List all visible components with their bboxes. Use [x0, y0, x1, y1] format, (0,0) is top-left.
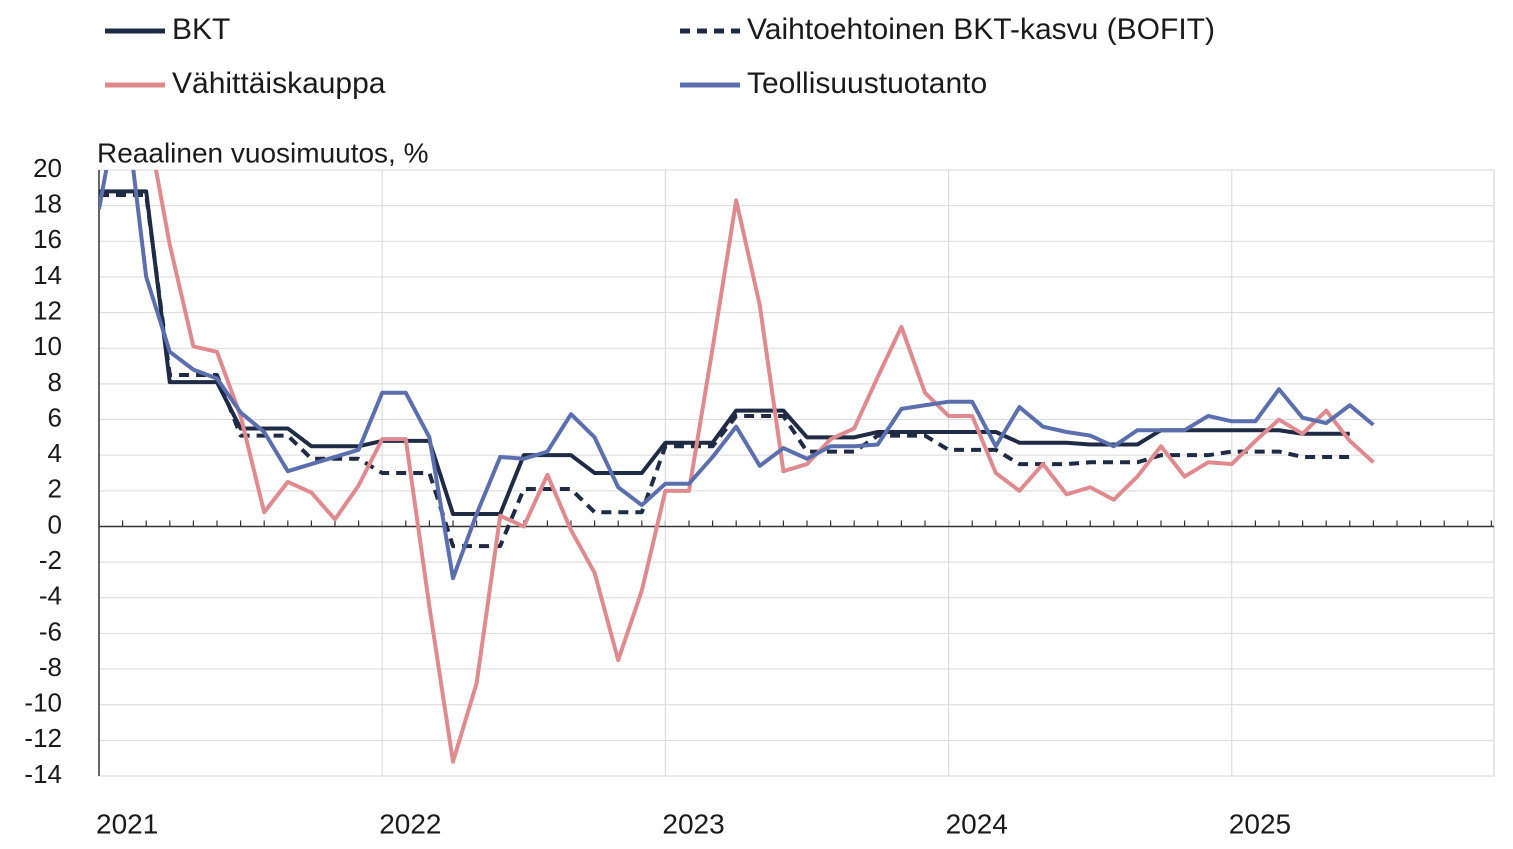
y-tick-label: -12	[24, 723, 62, 753]
y-tick-label: 6	[48, 402, 62, 432]
lines	[99, 170, 1375, 764]
x-tick-label: 2024	[946, 808, 1008, 839]
x-tick-label: 2021	[96, 808, 158, 839]
y-tick-label: 20	[33, 153, 62, 183]
series-line	[99, 189, 1350, 516]
y-tick-label: -14	[24, 759, 62, 789]
y-tick-label: -2	[39, 545, 62, 575]
x-tick-label: 2023	[662, 808, 724, 839]
legend-label: Teollisuustuotanto	[747, 67, 987, 100]
series-line	[99, 170, 1375, 581]
y-tick-label: 8	[48, 367, 62, 397]
y-tick-label: -4	[39, 581, 62, 611]
legend-label: Vaihtoehtoinen BKT-kasvu (BOFIT)	[747, 13, 1215, 46]
y-axis-label: Reaalinen vuosimuutos, %	[97, 137, 429, 168]
series-line	[153, 170, 1375, 764]
y-tick-label: 4	[48, 438, 62, 468]
x-tick-label: 2022	[379, 808, 441, 839]
y-tick-label: -8	[39, 652, 62, 682]
y-tick-label: 14	[33, 260, 62, 290]
y-tick-label: 18	[33, 189, 62, 219]
plot-area	[98, 169, 1495, 777]
y-tick-label: -10	[24, 688, 62, 718]
y-tick-label: 2	[48, 474, 62, 504]
legend-label: Vähittäiskauppa	[172, 67, 386, 100]
legend-label: BKT	[172, 13, 230, 46]
y-tick-label: 16	[33, 224, 62, 254]
y-tick-label: -6	[39, 616, 62, 646]
series-line	[99, 192, 1350, 549]
y-tick-label: 10	[33, 331, 62, 361]
y-tick-label: 12	[33, 295, 62, 325]
y-tick-label: 0	[48, 509, 62, 539]
x-tick-label: 2025	[1229, 808, 1291, 839]
